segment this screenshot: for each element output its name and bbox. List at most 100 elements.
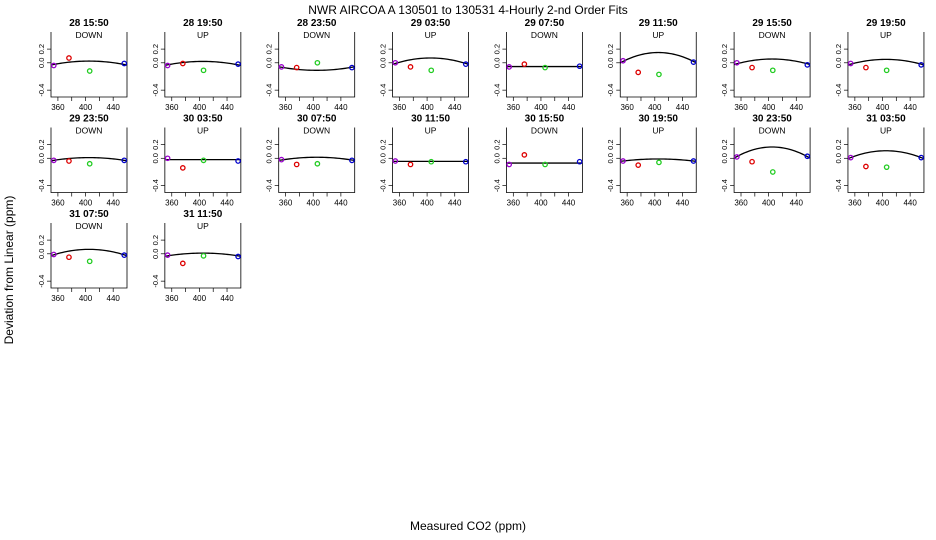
data-point	[349, 157, 355, 164]
data-point	[734, 59, 740, 66]
data-point	[392, 158, 399, 164]
panel-title: 30 23:50	[752, 114, 792, 125]
y-tick-label: 0.0	[37, 58, 46, 68]
plot-frame	[505, 127, 583, 193]
y-tick-label: -0.4	[834, 84, 843, 97]
panel-title: 29 19:50	[866, 18, 906, 29]
y-tick-label: -0.4	[37, 275, 46, 288]
x-tick-label: 440	[220, 199, 234, 208]
data-point	[200, 252, 207, 259]
fit-curve	[847, 58, 925, 66]
panel-title: 28 19:50	[183, 18, 223, 29]
plot-frame	[50, 127, 128, 193]
y-tick-label: 0.2	[151, 44, 160, 54]
data-point	[86, 68, 93, 74]
y-tick-label: -0.4	[151, 275, 160, 288]
panel-direction: UP	[197, 221, 209, 231]
panel-direction: DOWN	[76, 126, 103, 136]
x-tick-label: 400	[420, 199, 434, 208]
data-point	[235, 61, 241, 68]
plot-frame	[164, 223, 242, 289]
data-point	[235, 158, 241, 164]
x-tick-label: 400	[307, 199, 321, 208]
x-tick-label: 440	[562, 103, 576, 112]
data-point	[521, 61, 528, 68]
data-point	[86, 258, 93, 265]
data-point	[918, 61, 925, 68]
y-tick-label: 0.2	[720, 139, 729, 149]
y-tick-label: 0.2	[37, 44, 46, 54]
data-point	[278, 64, 285, 70]
data-point	[576, 158, 583, 165]
x-tick-label: 360	[279, 199, 293, 208]
data-point	[918, 154, 925, 161]
y-tick-label: 0.0	[37, 153, 46, 163]
data-point	[50, 251, 57, 258]
panel-title: 29 15:50	[752, 18, 792, 29]
plot-frame	[733, 32, 811, 98]
x-tick-label: 360	[165, 199, 179, 208]
panel-title: 29 23:50	[69, 114, 109, 125]
fit-curve	[733, 58, 811, 66]
data-point	[392, 59, 399, 66]
y-tick-label: -0.4	[606, 179, 615, 192]
panel-title: 30 15:50	[525, 114, 565, 125]
plot-frame	[392, 127, 469, 193]
plot-frame	[392, 32, 469, 98]
data-point	[349, 64, 355, 71]
x-tick-label: 400	[307, 103, 321, 112]
data-point	[179, 165, 186, 171]
data-point	[164, 62, 171, 69]
y-tick-label: -0.4	[606, 84, 615, 97]
y-tick-label: 0.2	[151, 235, 160, 245]
fit-curve	[50, 60, 128, 66]
data-point	[576, 63, 583, 70]
panel-title: 29 11:50	[639, 18, 678, 29]
data-point	[428, 158, 435, 165]
fit-curve	[620, 158, 697, 163]
x-tick-label: 400	[762, 199, 776, 208]
panel-title: 30 11:50	[411, 114, 450, 125]
y-tick-label: -0.4	[151, 179, 160, 192]
plot-frame	[50, 223, 128, 289]
x-tick-label: 360	[848, 199, 862, 208]
data-point	[656, 71, 662, 78]
y-tick-label: -0.4	[720, 179, 729, 192]
x-tick-label: 360	[393, 199, 407, 208]
data-point	[804, 61, 811, 68]
data-point	[883, 164, 890, 171]
x-tick-label: 440	[676, 103, 690, 112]
y-tick-label: 0.2	[379, 139, 388, 149]
x-tick-label: 440	[220, 294, 234, 303]
panel-direction: DOWN	[759, 126, 786, 136]
panel-direction: DOWN	[759, 30, 786, 40]
panel-direction: DOWN	[531, 30, 558, 40]
panel-title: 28 23:50	[297, 18, 337, 29]
panel-title: 28 15:50	[69, 18, 109, 29]
y-tick-label: 0.0	[492, 153, 501, 163]
x-tick-label: 360	[51, 199, 65, 208]
x-tick-label: 360	[734, 199, 748, 208]
x-tick-label: 360	[279, 103, 293, 112]
data-point	[749, 158, 755, 165]
data-point	[635, 162, 642, 168]
x-tick-label: 400	[648, 199, 662, 208]
y-tick-label: -0.4	[492, 84, 501, 97]
y-tick-label: 0.2	[265, 44, 274, 54]
data-point	[542, 161, 548, 168]
data-point	[407, 161, 414, 168]
data-point	[314, 59, 321, 66]
fit-curve	[619, 51, 697, 64]
y-tick-label: 0.2	[492, 139, 501, 149]
y-tick-label: -0.4	[492, 179, 501, 192]
data-point	[863, 64, 869, 71]
y-tick-label: -0.4	[720, 84, 729, 97]
data-point	[200, 67, 207, 74]
